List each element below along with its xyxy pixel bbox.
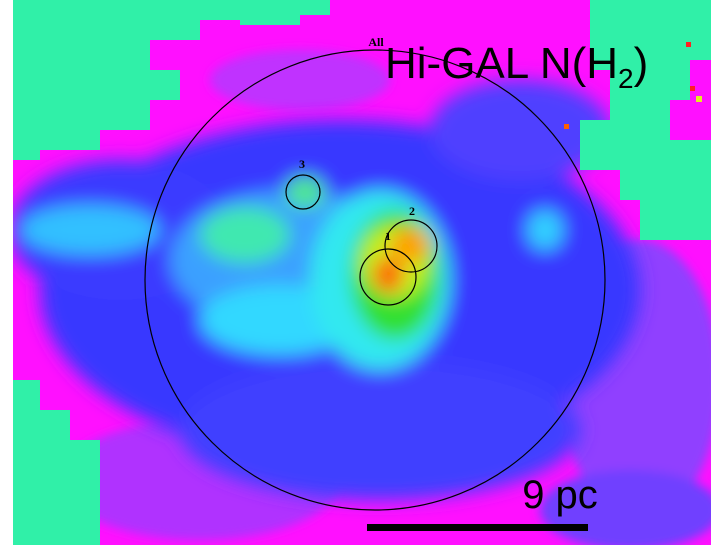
region-label: 3 [299, 157, 305, 171]
region-label: All [368, 35, 384, 49]
map-figure: All 1 2 3 Hi-GAL N(H2) 9 pc [0, 0, 711, 545]
scale-label: 9 pc [522, 473, 598, 517]
margin [0, 0, 13, 545]
region-label: 1 [385, 229, 391, 243]
map-title: Hi-GAL N(H2) [385, 39, 648, 94]
region-label: 2 [409, 204, 415, 218]
scale-bar [367, 524, 588, 531]
